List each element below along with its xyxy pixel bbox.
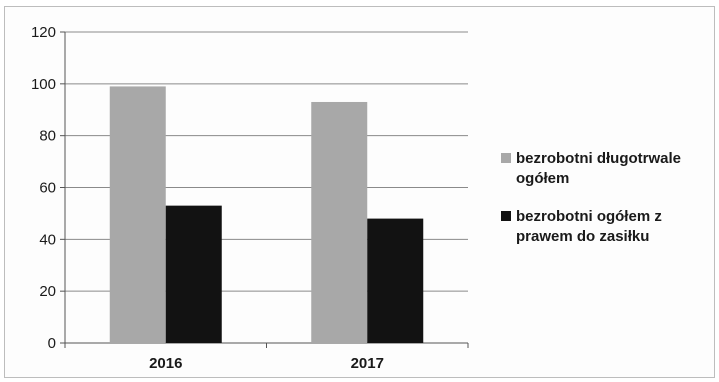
y-tick-label: 80: [39, 128, 56, 145]
y-tick-label: 100: [31, 76, 56, 93]
y-tick-label: 40: [39, 231, 56, 248]
x-tick-label: 2017: [351, 355, 384, 372]
bar-with-benefit-2017: [367, 218, 424, 343]
legend-label: bezrobotni ogółem z: [516, 208, 662, 225]
y-tick-label: 0: [48, 335, 56, 352]
legend-label: bezrobotni długotrwale: [516, 150, 681, 167]
y-tick-label: 20: [39, 283, 56, 300]
legend-swatch: [501, 153, 511, 163]
bar-with-benefit-2016: [165, 205, 222, 343]
x-tick-label: 2016: [149, 355, 182, 372]
bar-long-term-unemployed-2016: [109, 86, 166, 344]
y-tick-label: 120: [31, 24, 56, 41]
legend-label: ogółem: [516, 170, 569, 187]
legend-label: prawem do zasiłku: [516, 228, 649, 245]
legend-swatch: [501, 211, 511, 221]
y-tick-label: 60: [39, 180, 56, 197]
bar-long-term-unemployed-2017: [311, 101, 368, 343]
